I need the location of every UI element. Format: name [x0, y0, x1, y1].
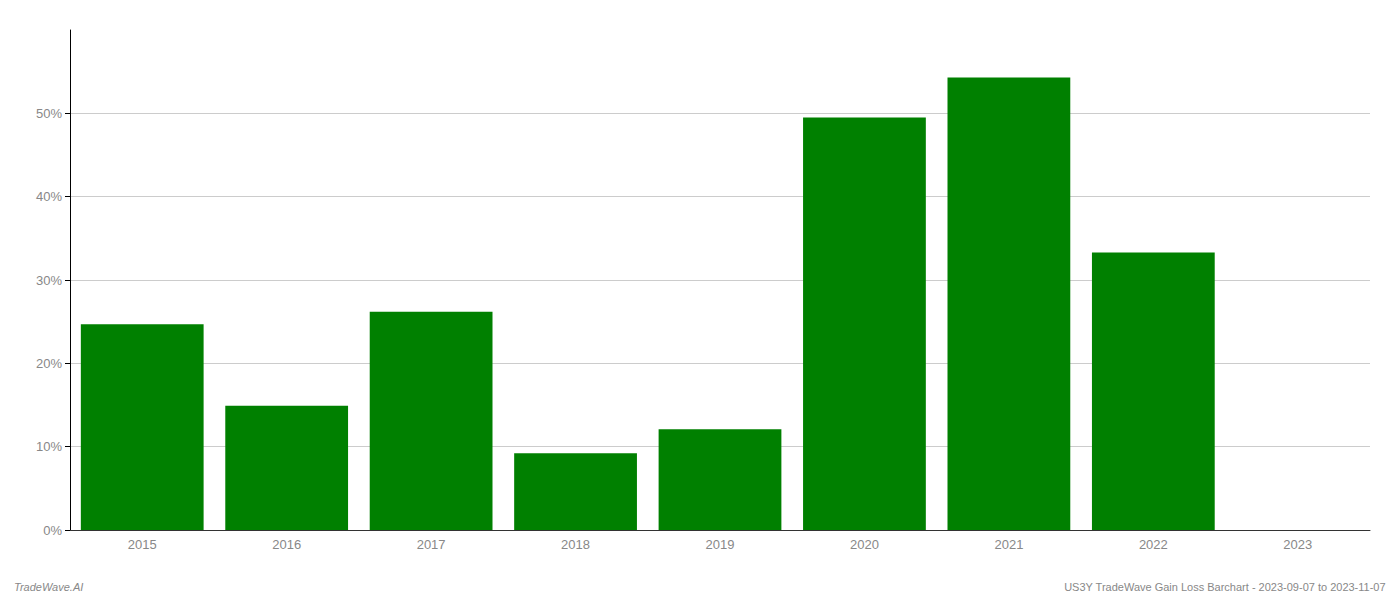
svg-text:2021: 2021: [994, 537, 1023, 552]
svg-text:40%: 40%: [36, 189, 62, 204]
svg-text:20%: 20%: [36, 356, 62, 371]
svg-text:2019: 2019: [706, 537, 735, 552]
svg-text:2020: 2020: [850, 537, 879, 552]
svg-text:10%: 10%: [36, 439, 62, 454]
svg-text:TradeWave.AI: TradeWave.AI: [14, 581, 83, 593]
svg-text:50%: 50%: [36, 106, 62, 121]
svg-text:30%: 30%: [36, 273, 62, 288]
svg-text:0%: 0%: [43, 523, 62, 538]
svg-text:2016: 2016: [272, 537, 301, 552]
svg-text:2023: 2023: [1283, 537, 1312, 552]
svg-text:US3Y TradeWave Gain Loss Barch: US3Y TradeWave Gain Loss Barchart - 2023…: [1064, 581, 1385, 593]
svg-text:2017: 2017: [417, 537, 446, 552]
svg-text:2015: 2015: [128, 537, 157, 552]
svg-text:2022: 2022: [1139, 537, 1168, 552]
svg-text:2018: 2018: [561, 537, 590, 552]
